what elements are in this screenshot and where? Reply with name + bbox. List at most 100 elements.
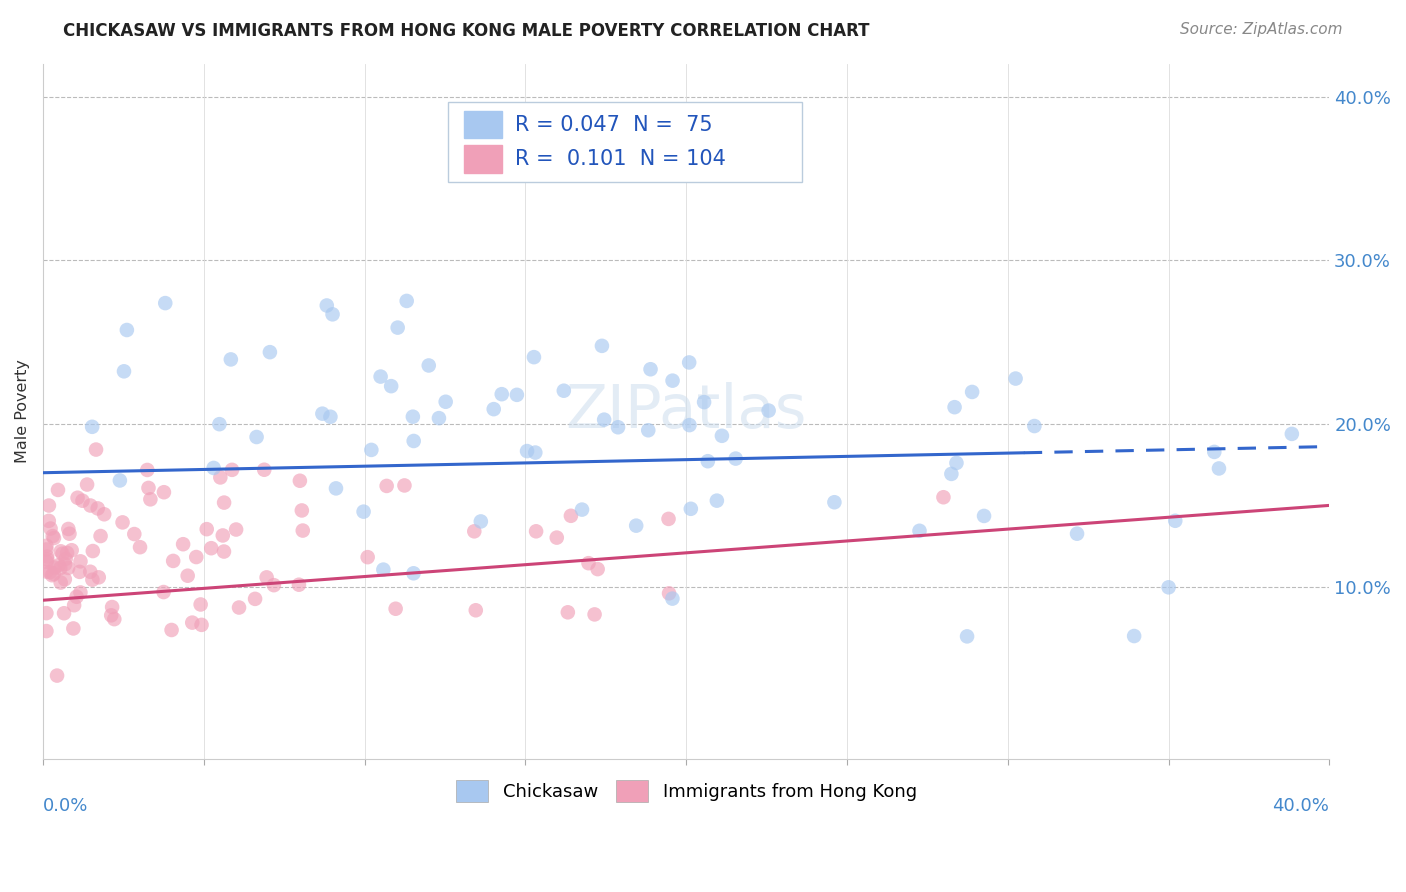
Point — [315, 298, 337, 312]
Point — [49, 561, 72, 575]
Point — [129, 540, 152, 554]
Point — [571, 502, 593, 516]
Point — [202, 461, 225, 475]
Point — [463, 524, 485, 539]
Point — [434, 394, 457, 409]
Point — [35, 624, 58, 638]
Point — [524, 524, 547, 539]
Point — [138, 481, 160, 495]
Point — [418, 359, 440, 373]
Point — [256, 570, 278, 584]
Point — [53, 558, 76, 572]
Point — [46, 668, 69, 682]
Point — [908, 524, 931, 538]
Point — [82, 544, 104, 558]
Point — [624, 518, 647, 533]
Point — [1204, 445, 1226, 459]
Point — [319, 409, 342, 424]
Point — [35, 539, 58, 553]
Point — [212, 495, 235, 509]
Point — [394, 478, 416, 492]
Point — [65, 590, 87, 604]
Point — [155, 296, 177, 310]
Point — [46, 483, 69, 497]
Point — [640, 362, 662, 376]
Point — [311, 407, 333, 421]
Point — [56, 546, 79, 560]
Point — [710, 429, 733, 443]
Point — [259, 345, 281, 359]
Point — [111, 516, 134, 530]
Point — [380, 379, 402, 393]
Point — [153, 485, 176, 500]
Point — [546, 531, 568, 545]
Point — [288, 474, 311, 488]
Point — [87, 570, 110, 584]
Point — [973, 508, 995, 523]
Point — [693, 395, 716, 409]
Point — [58, 526, 80, 541]
Point — [370, 369, 392, 384]
Point — [176, 568, 198, 582]
Point — [225, 523, 247, 537]
Point — [195, 522, 218, 536]
Point — [69, 585, 91, 599]
Point — [956, 629, 979, 643]
Point — [136, 463, 159, 477]
Point — [758, 403, 780, 417]
Point — [228, 600, 250, 615]
Point — [82, 419, 104, 434]
Point — [375, 479, 398, 493]
Point — [42, 566, 65, 581]
Point — [945, 456, 967, 470]
Point — [112, 364, 135, 378]
Point — [49, 544, 72, 558]
Point — [1066, 526, 1088, 541]
Point — [523, 350, 546, 364]
Point — [557, 605, 579, 619]
Point — [586, 562, 609, 576]
Point — [384, 601, 406, 615]
Point — [696, 454, 718, 468]
Text: 0.0%: 0.0% — [44, 797, 89, 815]
Point — [162, 554, 184, 568]
Point — [44, 560, 66, 574]
Point — [470, 515, 492, 529]
Point — [209, 470, 232, 484]
Point — [76, 477, 98, 491]
Point — [427, 411, 450, 425]
Point — [524, 445, 547, 459]
Point — [402, 409, 425, 424]
Y-axis label: Male Poverty: Male Poverty — [15, 359, 30, 463]
Point — [960, 384, 983, 399]
Point — [516, 444, 538, 458]
Point — [69, 565, 91, 579]
Point — [593, 412, 616, 426]
Point — [678, 355, 700, 369]
Point — [578, 556, 600, 570]
Text: Source: ZipAtlas.com: Source: ZipAtlas.com — [1180, 22, 1343, 37]
Point — [93, 508, 115, 522]
Legend: Chickasaw, Immigrants from Hong Kong: Chickasaw, Immigrants from Hong Kong — [449, 772, 924, 809]
Point — [932, 490, 955, 504]
Point — [823, 495, 845, 509]
Text: 40.0%: 40.0% — [1272, 797, 1329, 815]
Point — [37, 552, 59, 566]
Point — [48, 558, 70, 573]
Point — [49, 575, 72, 590]
Point — [35, 542, 58, 557]
Point — [101, 600, 124, 615]
Point — [607, 420, 630, 434]
Point — [56, 561, 79, 575]
Point — [38, 499, 60, 513]
Point — [190, 598, 212, 612]
Point — [464, 603, 486, 617]
Point — [1157, 580, 1180, 594]
Point — [402, 434, 425, 448]
Point — [115, 323, 138, 337]
Point — [39, 565, 62, 579]
Point — [245, 430, 267, 444]
Point — [82, 573, 104, 587]
Point — [583, 607, 606, 622]
Point — [482, 402, 505, 417]
